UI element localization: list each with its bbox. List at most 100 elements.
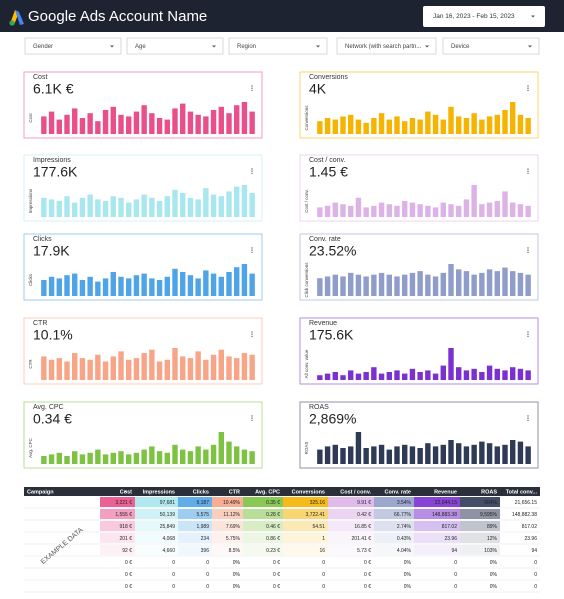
menu-dot[interactable] xyxy=(251,333,253,335)
menu-dot[interactable] xyxy=(251,89,253,92)
menu-dot[interactable] xyxy=(251,247,253,249)
filter-label[interactable]: Region xyxy=(237,44,256,50)
menu-dot[interactable] xyxy=(251,251,253,254)
heat-cell xyxy=(178,545,212,555)
menu-dot[interactable] xyxy=(527,168,529,170)
filter-dropdown[interactable] xyxy=(126,37,224,55)
menu-dot[interactable] xyxy=(527,87,529,89)
menu-dot[interactable] xyxy=(251,85,253,87)
table-cell: 1,555 € xyxy=(115,512,132,518)
table-cell: 0 xyxy=(534,584,537,590)
bar xyxy=(317,375,323,380)
menu-dot[interactable] xyxy=(251,172,253,175)
column-header[interactable]: Conversions xyxy=(292,489,325,495)
table-cell: 396 xyxy=(201,548,210,554)
menu-dot[interactable] xyxy=(527,170,529,172)
column-header[interactable]: Cost / conv. xyxy=(340,489,371,495)
bar xyxy=(340,204,346,217)
filter-label[interactable]: Network (with search partn... xyxy=(345,44,422,50)
bar xyxy=(417,448,423,464)
heat-cell xyxy=(243,521,283,531)
column-header[interactable]: Revenue xyxy=(434,489,457,495)
menu-dot[interactable] xyxy=(251,249,253,251)
table-cell: 23.96 xyxy=(524,536,537,542)
menu-dot[interactable] xyxy=(527,331,529,333)
bar xyxy=(378,444,385,464)
column-header[interactable]: Cost xyxy=(120,489,132,495)
menu-dot[interactable] xyxy=(527,333,529,335)
menu-dot[interactable] xyxy=(527,415,529,417)
bar xyxy=(317,278,323,296)
table-cell: 0.86 € xyxy=(266,536,280,542)
bar xyxy=(56,452,62,464)
menu-dot[interactable] xyxy=(527,247,529,249)
date-range[interactable]: Jan 16, 2023 - Feb 15, 2023 xyxy=(433,13,515,20)
column-header[interactable]: Conv. rate xyxy=(385,489,412,495)
filter-dropdown[interactable] xyxy=(24,37,122,55)
menu-dot[interactable] xyxy=(527,89,529,92)
menu-dot[interactable] xyxy=(527,419,529,422)
bar xyxy=(440,365,446,380)
column-header[interactable]: Campaign xyxy=(27,489,54,495)
bar xyxy=(95,121,101,134)
bar xyxy=(378,373,385,380)
menu-dot[interactable] xyxy=(527,251,529,254)
date-picker[interactable] xyxy=(423,6,545,27)
table-cell: 0% xyxy=(404,560,412,566)
bar xyxy=(133,452,140,464)
column-header[interactable]: Total conv... xyxy=(506,489,538,495)
bar xyxy=(463,271,470,296)
card-value: 175.6K xyxy=(309,327,354,343)
menu-dot[interactable] xyxy=(251,170,253,172)
menu-dot[interactable] xyxy=(251,419,253,422)
card-title: Clicks xyxy=(33,236,52,243)
filter-label[interactable]: Age xyxy=(135,44,146,50)
filter-label[interactable]: Device xyxy=(451,44,470,50)
bar xyxy=(394,446,400,464)
bar xyxy=(79,197,86,217)
bar xyxy=(510,367,516,380)
table-cell: 3,221 € xyxy=(115,500,132,506)
menu-dot[interactable] xyxy=(527,85,529,87)
bar xyxy=(249,193,255,217)
table-cell: 97,681 xyxy=(160,500,176,506)
menu-dot[interactable] xyxy=(251,168,253,170)
bar xyxy=(409,118,416,134)
menu-dot[interactable] xyxy=(251,87,253,89)
table-cell: 201.41 € xyxy=(352,536,372,542)
filter-dropdown[interactable] xyxy=(228,37,328,55)
bar xyxy=(510,102,516,134)
bar xyxy=(471,274,477,296)
bar xyxy=(210,273,217,296)
bar xyxy=(149,278,155,296)
filter-dropdown[interactable] xyxy=(336,37,437,55)
column-header[interactable]: Impressions xyxy=(143,489,175,495)
bar xyxy=(203,270,209,296)
bar xyxy=(456,205,462,217)
heat-cell xyxy=(414,521,460,531)
bar xyxy=(463,199,470,217)
heat-cell xyxy=(283,521,328,531)
bar xyxy=(48,359,55,380)
menu-dot[interactable] xyxy=(527,335,529,338)
menu-dot[interactable] xyxy=(527,417,529,419)
heat-cell xyxy=(374,533,414,543)
column-header[interactable]: ROAS xyxy=(481,489,497,495)
bar xyxy=(72,108,78,134)
bar xyxy=(525,118,531,134)
table-cell: 10.49% xyxy=(223,500,241,506)
menu-dot[interactable] xyxy=(251,417,253,419)
filter-dropdown[interactable] xyxy=(442,37,540,55)
menu-dot[interactable] xyxy=(251,335,253,338)
table-cell: 234 xyxy=(201,536,210,542)
column-header[interactable]: Clicks xyxy=(193,489,209,495)
menu-dot[interactable] xyxy=(527,172,529,175)
menu-dot[interactable] xyxy=(251,331,253,333)
bar xyxy=(502,267,508,296)
filter-label[interactable]: Gender xyxy=(33,44,53,50)
bar xyxy=(156,361,163,380)
menu-dot[interactable] xyxy=(251,415,253,417)
menu-dot[interactable] xyxy=(527,249,529,251)
column-header[interactable]: Avg. CPC xyxy=(255,489,280,495)
column-header[interactable]: CTR xyxy=(229,489,240,495)
